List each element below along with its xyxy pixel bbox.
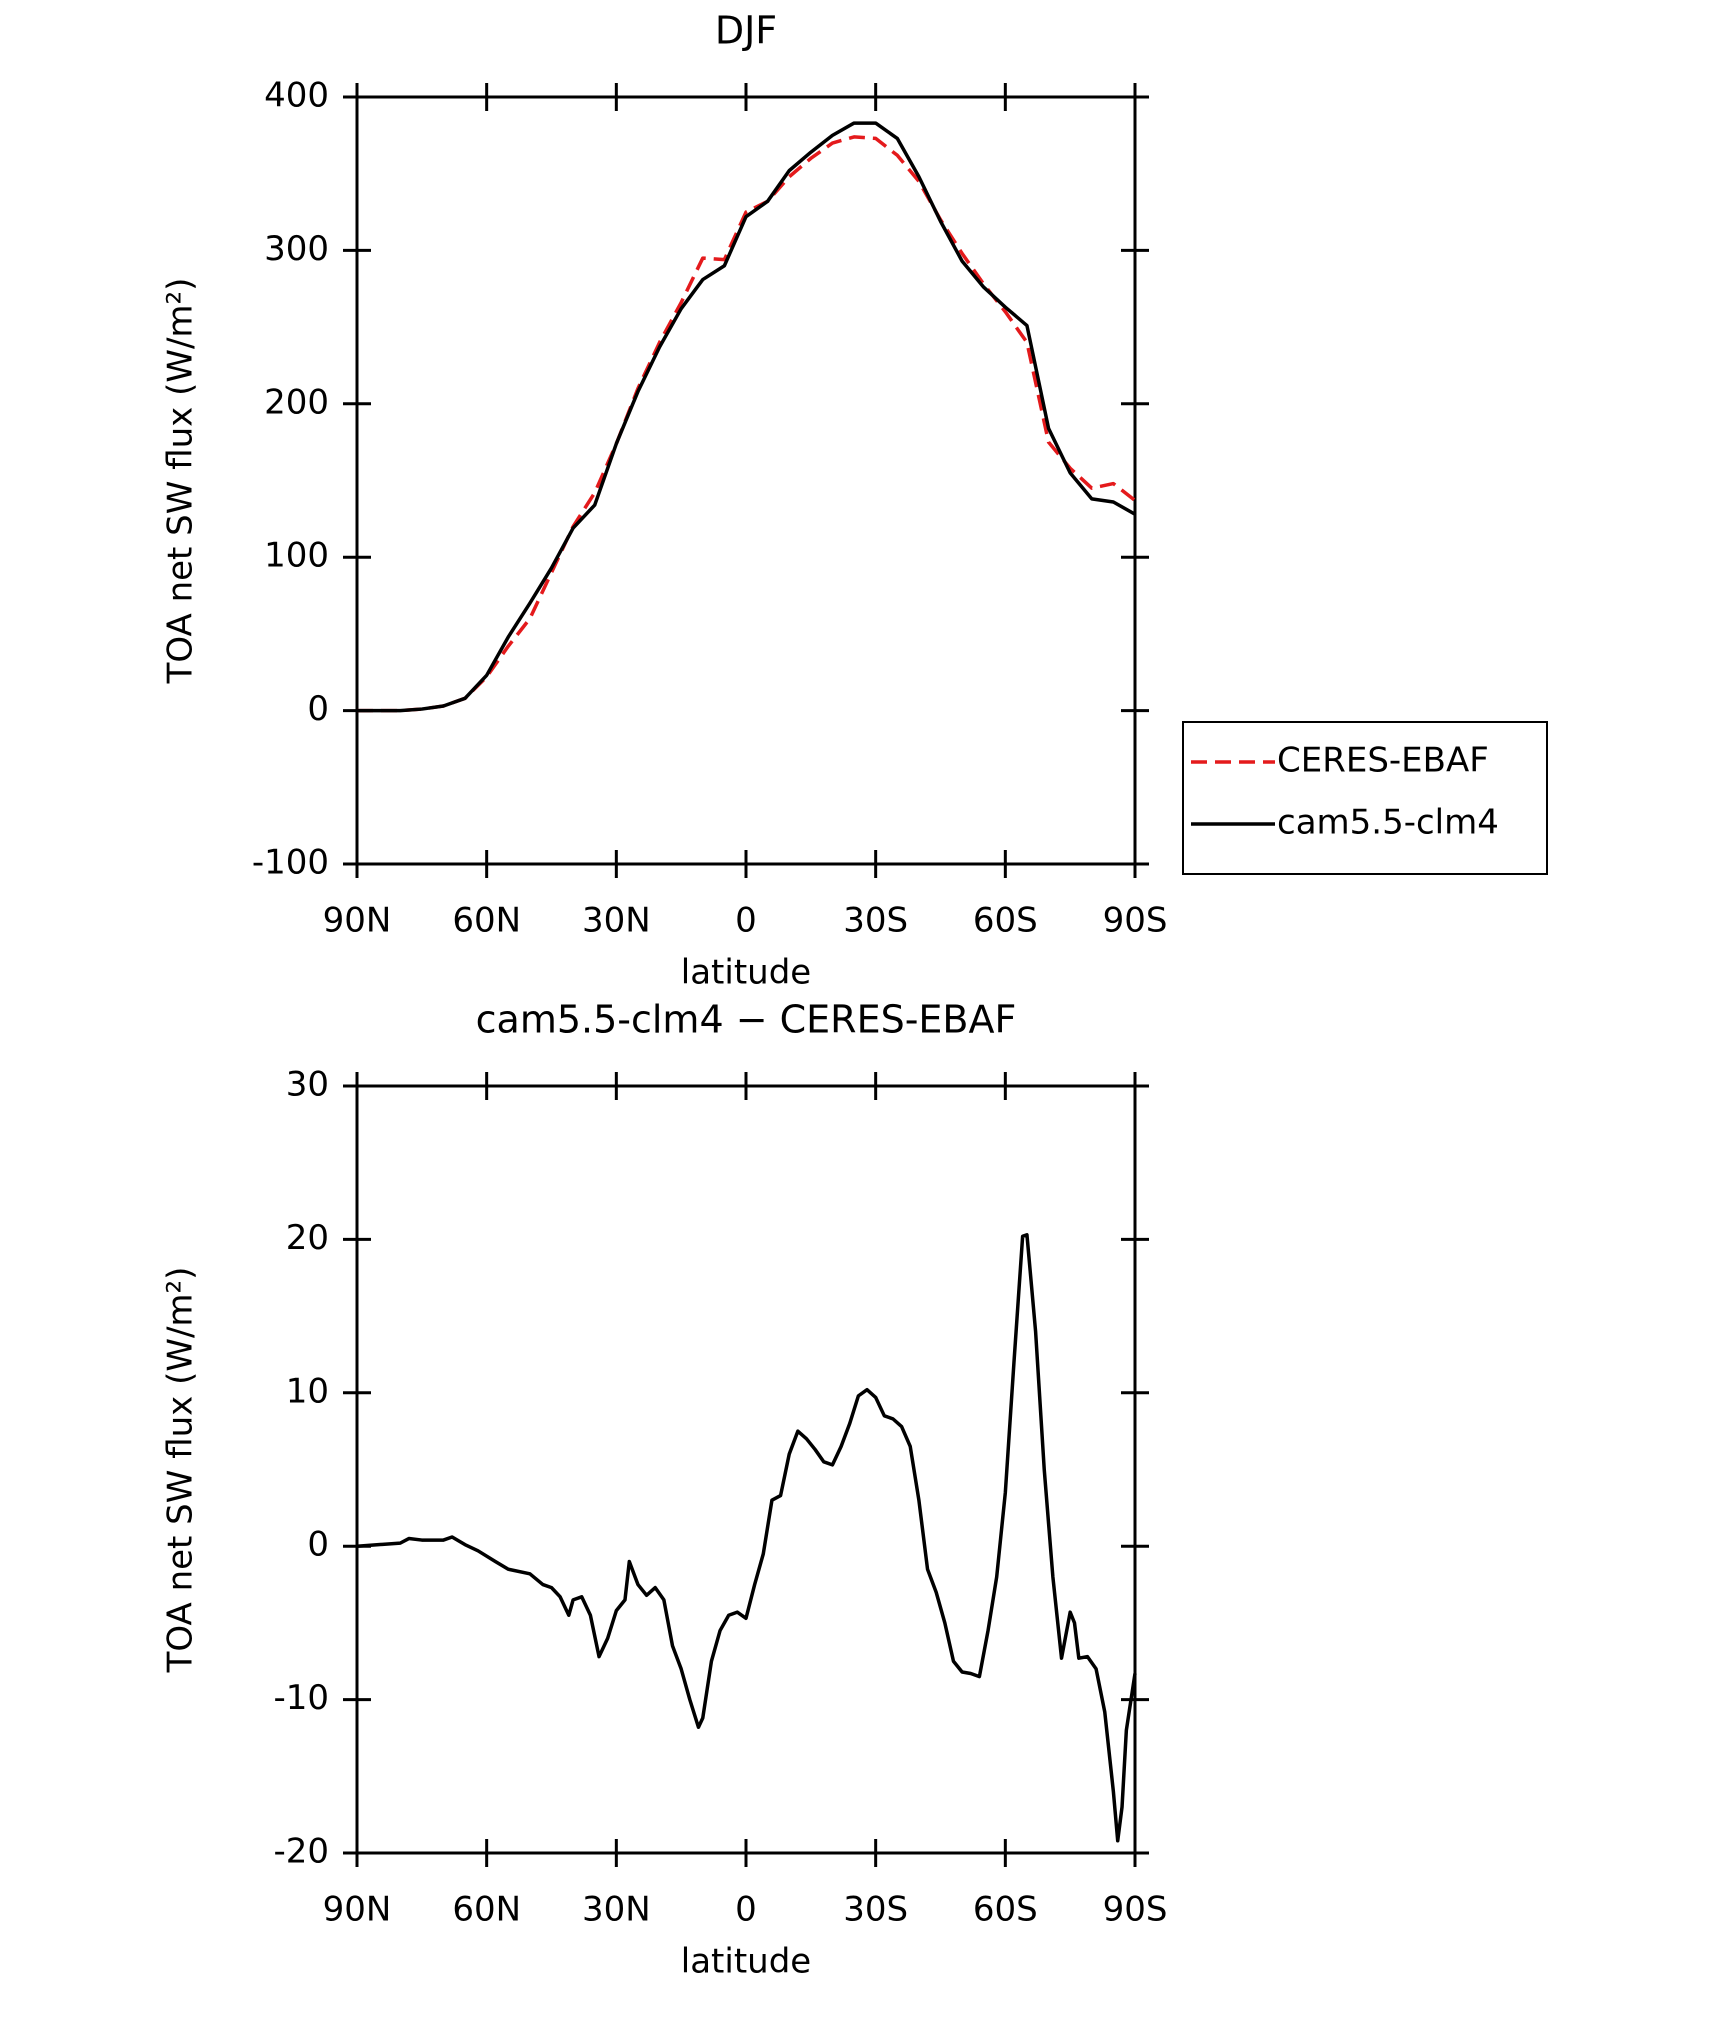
legend-label: CERES-EBAF [1277, 741, 1489, 781]
x-tick-label: 0 [735, 901, 757, 941]
x-tick-label: 90S [1103, 901, 1168, 941]
x-tick-label: 60S [973, 901, 1038, 941]
x-tick-label: 30S [843, 1890, 908, 1930]
data-line [356, 1233, 1137, 1843]
plot-frame [355, 1084, 1137, 1855]
y-tick-label: 30 [286, 1065, 329, 1105]
y-tick-label: 300 [264, 229, 329, 269]
x-axis-label: latitude [681, 953, 811, 993]
y-tick-label: -20 [273, 1832, 329, 1872]
y-axis-label: TOA net SW flux (W/m²) [161, 278, 201, 685]
y-tick-label: 400 [264, 76, 329, 116]
x-tick-label: 90S [1103, 1890, 1168, 1930]
data-line [357, 135, 1137, 713]
x-tick-label: 60N [452, 1890, 521, 1930]
x-tick-label: 30S [843, 901, 908, 941]
y-axis-label: TOA net SW flux (W/m²) [161, 1267, 201, 1674]
y-tick-label: -10 [273, 1678, 329, 1718]
chart-title: DJF [715, 9, 777, 53]
y-tick-label: 100 [264, 536, 329, 576]
x-tick-label: 30N [582, 901, 651, 941]
y-tick-label: 0 [307, 1525, 329, 1565]
x-tick-label: 90N [323, 1890, 392, 1930]
y-tick-label: 200 [264, 382, 329, 422]
x-axis-label: latitude [681, 1942, 811, 1982]
y-tick-label: 10 [286, 1371, 329, 1411]
x-tick-label: 0 [735, 1890, 757, 1930]
y-tick-label: 20 [286, 1218, 329, 1258]
y-tick-label: -100 [252, 843, 329, 883]
x-tick-label: 90N [323, 901, 392, 941]
data-line [357, 121, 1136, 713]
legend-label: cam5.5-clm4 [1277, 803, 1499, 843]
x-tick-label: 60S [973, 1890, 1038, 1930]
legend-box [1182, 721, 1548, 875]
chart-title: cam5.5-clm4 − CERES-EBAF [476, 998, 1017, 1042]
y-tick-label: 0 [307, 689, 329, 729]
x-tick-label: 60N [452, 901, 521, 941]
x-tick-label: 30N [582, 1890, 651, 1930]
